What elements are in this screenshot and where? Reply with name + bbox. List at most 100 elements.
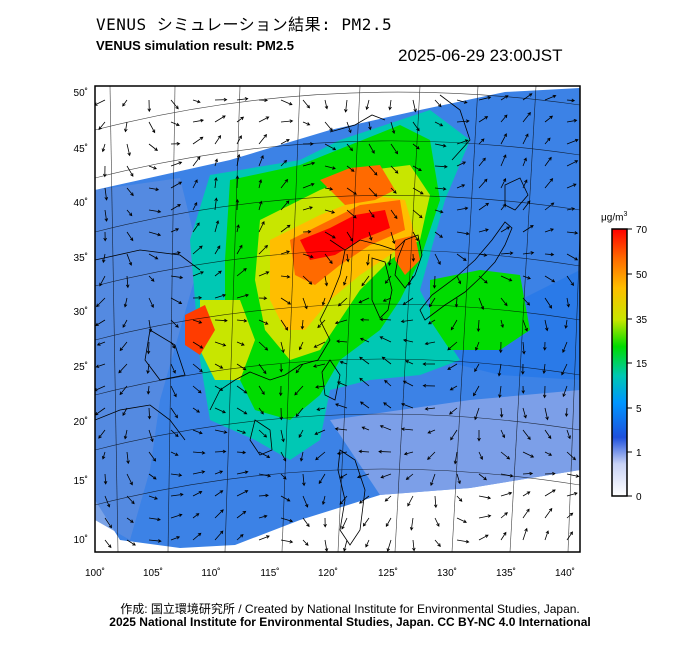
wind-arrow: [412, 209, 423, 219]
wind-arrow: [236, 407, 248, 415]
wind-arrow: [390, 165, 399, 174]
colorbar-tick-label: 35: [636, 315, 648, 326]
wind-arrow: [324, 231, 336, 239]
wind-arrow: [214, 530, 224, 541]
title-japanese: VENUS シミュレーション結果: PM2.5: [96, 15, 393, 34]
wind-arrow: [500, 133, 507, 145]
wind-arrow: [258, 116, 270, 123]
wind-arrow: [324, 187, 334, 191]
wind-arrow: [368, 187, 378, 197]
wind-arrow: [544, 507, 553, 519]
wind-arrow: [95, 363, 106, 368]
wind-arrow: [434, 164, 448, 169]
wind-arrow: [390, 143, 399, 155]
wind-arrow: [400, 319, 414, 323]
wind-arrow: [170, 319, 179, 328]
wind-arrow: [405, 473, 414, 480]
wind-arrow: [362, 517, 370, 527]
wind-arrow: [280, 250, 290, 255]
wind-arrow: [390, 187, 397, 194]
wind-arrow: [258, 200, 263, 211]
wind-arrow: [170, 363, 176, 374]
wind-arrow: [170, 99, 179, 110]
wind-arrow: [170, 429, 179, 438]
wind-arrow: [214, 135, 222, 145]
wind-arrow: [146, 385, 151, 395]
wind-arrow: [280, 495, 291, 502]
wind-arrow: [500, 297, 508, 307]
wind-arrow: [214, 293, 227, 299]
colorbar-tick-label: 1: [636, 448, 642, 459]
wind-arrow: [500, 319, 504, 329]
wind-arrow: [379, 336, 392, 343]
wind-arrow: [148, 231, 162, 237]
title-english: VENUS simulation result: PM2.5: [96, 38, 294, 53]
wind-arrow: [384, 275, 392, 284]
wind-arrow: [214, 470, 224, 475]
wind-arrow: [192, 99, 201, 104]
wind-arrow: [477, 430, 481, 442]
wind-arrow: [379, 317, 392, 322]
wind-arrow: [380, 473, 392, 479]
lat-label: 45˚: [74, 143, 88, 155]
wind-arrow: [430, 473, 436, 486]
wind-arrow: [474, 407, 480, 421]
wind-arrow: [456, 253, 467, 261]
wind-arrow: [170, 181, 183, 189]
wind-arrow: [365, 539, 370, 548]
wind-arrow: [104, 209, 109, 222]
wind-arrow: [522, 491, 531, 497]
wind-arrow: [475, 341, 480, 351]
wind-arrow: [382, 297, 392, 302]
wind-arrow: [359, 337, 370, 343]
wind-arrow: [478, 297, 485, 310]
wind-arrow: [258, 535, 270, 541]
wind-arrow: [102, 253, 106, 264]
wind-arrow: [147, 99, 152, 113]
wind-arrow: [500, 473, 514, 478]
wind-arrow: [400, 427, 414, 431]
lat-label: 35˚: [74, 252, 88, 264]
wind-arrow: [126, 253, 133, 266]
wind-arrow: [566, 207, 576, 211]
wind-arrow: [298, 341, 304, 351]
wind-arrow: [170, 297, 183, 304]
wind-arrow: [96, 341, 106, 346]
wind-arrow: [96, 297, 106, 308]
wind-arrow: [280, 539, 294, 544]
wind-arrow: [412, 143, 420, 150]
wind-arrow: [522, 179, 528, 189]
wind-arrow: [324, 539, 329, 552]
wind-arrow: [566, 492, 578, 497]
wind-arrow: [562, 385, 568, 398]
wind-arrow: [280, 159, 288, 167]
wind-arrow: [358, 449, 370, 454]
wind-arrow: [566, 297, 570, 308]
wind-arrow: [192, 513, 200, 519]
wind-arrow: [478, 495, 492, 500]
wind-arrow: [388, 99, 392, 111]
wind-arrow: [314, 429, 326, 435]
wind-arrow: [214, 429, 228, 434]
wind-arrow: [170, 407, 178, 419]
wind-arrow: [302, 539, 309, 546]
wind-arrow: [236, 116, 245, 123]
wind-arrow: [280, 119, 294, 123]
wind-arrow: [170, 228, 180, 233]
wind-arrow: [434, 231, 443, 238]
wind-arrow: [566, 231, 579, 235]
wind-arrow: [427, 429, 436, 434]
wind-arrow: [542, 363, 546, 375]
wind-arrow: [346, 187, 357, 195]
wind-arrow: [409, 517, 414, 531]
wind-arrow: [236, 97, 249, 101]
wind-arrow: [566, 183, 577, 189]
wind-arrow: [543, 341, 547, 351]
wind-arrow: [192, 470, 206, 475]
wind-arrow: [566, 160, 579, 167]
wind-arrow: [280, 517, 294, 523]
lon-label: 130˚: [437, 567, 457, 579]
wind-arrow: [258, 407, 264, 415]
wind-arrow: [456, 473, 461, 485]
wind-arrow: [324, 275, 329, 287]
